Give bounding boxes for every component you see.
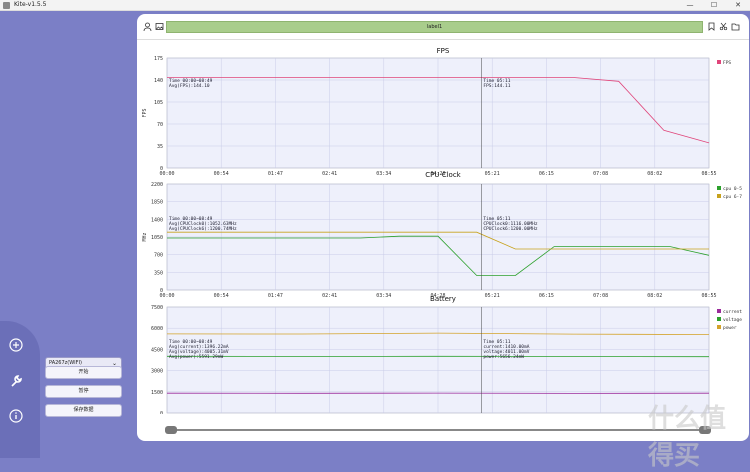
battery-legend-swatch bbox=[717, 325, 721, 329]
cpu-ytick-label: 350 bbox=[154, 270, 163, 276]
battery-cursor-right-text: power:5656.24mW bbox=[483, 354, 524, 360]
battery-legend-label: power bbox=[723, 326, 737, 331]
time-range-slider[interactable] bbox=[165, 427, 711, 433]
fps-ytick-label: 140 bbox=[154, 78, 163, 84]
cpu-legend-swatch bbox=[717, 194, 721, 198]
cpu-xtick-label: 02:41 bbox=[322, 293, 337, 299]
battery-ytick-label: 3000 bbox=[151, 369, 163, 375]
cpu-xtick-label: 08:02 bbox=[647, 293, 662, 299]
cpu-legend-label: cpu 6-7 bbox=[723, 194, 742, 200]
battery-ytick-label: 6000 bbox=[151, 326, 163, 332]
cpu-ytick-label: 1850 bbox=[151, 200, 163, 206]
info-icon[interactable] bbox=[9, 409, 23, 423]
app-icon bbox=[3, 2, 10, 9]
sidebar: PA267z(WIFI) ⌄ 开始 暂停 保存数据 bbox=[0, 11, 137, 447]
battery-legend-label: voltage bbox=[723, 317, 742, 323]
cpu-xtick-label: 00:00 bbox=[159, 293, 174, 299]
fps-ytick-label: 105 bbox=[154, 100, 163, 106]
fps-xtick-label: 00:54 bbox=[214, 171, 229, 177]
fps-legend-label: FPS bbox=[723, 60, 731, 66]
fps-xtick-label: 05:21 bbox=[485, 171, 500, 177]
cpu-xtick-label: 03:34 bbox=[376, 293, 391, 299]
fps-xtick-label: 06:15 bbox=[539, 171, 554, 177]
cpu-ytick-label: 2200 bbox=[151, 182, 163, 188]
start-button[interactable]: 开始 bbox=[45, 366, 122, 379]
fps-xtick-label: 01:47 bbox=[268, 171, 283, 177]
fps-xtick-label: 04:28 bbox=[430, 171, 445, 177]
fps-ylabel: FPS bbox=[142, 108, 148, 117]
window-titlebar: Kite-v1.5.5 — ☐ ✕ bbox=[0, 0, 750, 11]
slider-handle-start[interactable] bbox=[165, 426, 177, 434]
battery-ytick-label: 0 bbox=[160, 411, 163, 414]
fps-cursor-left-text: Avg(FPS):144.10 bbox=[169, 83, 210, 89]
battery-ytick-label: 4500 bbox=[151, 347, 163, 353]
wrench-icon[interactable] bbox=[9, 374, 23, 388]
fps-cursor-right-text: FPS:144.11 bbox=[483, 83, 510, 89]
cpu-cursor-left-text: Avg(CPUClock6):1200.74MHz bbox=[169, 226, 237, 232]
cpu-xtick-label: 00:54 bbox=[214, 293, 229, 299]
plus-icon[interactable] bbox=[9, 338, 23, 352]
cpu-xtick-label: 06:15 bbox=[539, 293, 554, 299]
cpu-xtick-label: 01:47 bbox=[268, 293, 283, 299]
cpu-legend-label: cpu 0-5 bbox=[723, 186, 742, 192]
cpu-ytick-label: 700 bbox=[154, 253, 163, 259]
cpu-ytick-label: 1050 bbox=[151, 235, 163, 241]
battery-legend-label: current bbox=[723, 309, 742, 315]
save-data-button[interactable]: 保存数据 bbox=[45, 404, 122, 417]
watermark: 什么值得买 bbox=[648, 398, 750, 472]
cpu-xtick-label: 05:21 bbox=[485, 293, 500, 299]
cpu-cursor-right-text: CPUClock6:1200.00MHz bbox=[483, 226, 537, 232]
minimize-button[interactable]: — bbox=[678, 0, 702, 11]
fps-xtick-label: 08:55 bbox=[701, 171, 716, 177]
battery-legend-swatch bbox=[717, 317, 721, 321]
battery-cursor-left-text: Avg(power):5591.29mW bbox=[169, 354, 223, 360]
window-title: Kite-v1.5.5 bbox=[14, 1, 46, 8]
cpu-ytick-label: 1400 bbox=[151, 217, 163, 223]
cpu-xtick-label: 04:28 bbox=[430, 293, 445, 299]
battery-ytick-label: 7500 bbox=[151, 305, 163, 311]
fps-legend-swatch bbox=[717, 60, 721, 64]
cpu-xtick-label: 08:55 bbox=[701, 293, 716, 299]
fps-xtick-label: 02:41 bbox=[322, 171, 337, 177]
fps-xtick-label: 03:34 bbox=[376, 171, 391, 177]
cpu-xtick-label: 07:08 bbox=[593, 293, 608, 299]
cpu-ylabel: MHz bbox=[142, 232, 148, 241]
fps-xtick-label: 07:08 bbox=[593, 171, 608, 177]
cpu-legend-swatch bbox=[717, 186, 721, 190]
fps-ytick-label: 175 bbox=[154, 56, 163, 62]
battery-legend-swatch bbox=[717, 309, 721, 313]
fps-ytick-label: 35 bbox=[157, 144, 163, 150]
pause-button[interactable]: 暂停 bbox=[45, 385, 122, 398]
maximize-button[interactable]: ☐ bbox=[702, 0, 726, 11]
fps-ytick-label: 70 bbox=[157, 122, 163, 128]
fps-xtick-label: 00:00 bbox=[159, 171, 174, 177]
slider-rail bbox=[165, 429, 711, 431]
fps-xtick-label: 08:02 bbox=[647, 171, 662, 177]
close-button[interactable]: ✕ bbox=[726, 0, 750, 11]
battery-ytick-label: 1500 bbox=[151, 390, 163, 396]
